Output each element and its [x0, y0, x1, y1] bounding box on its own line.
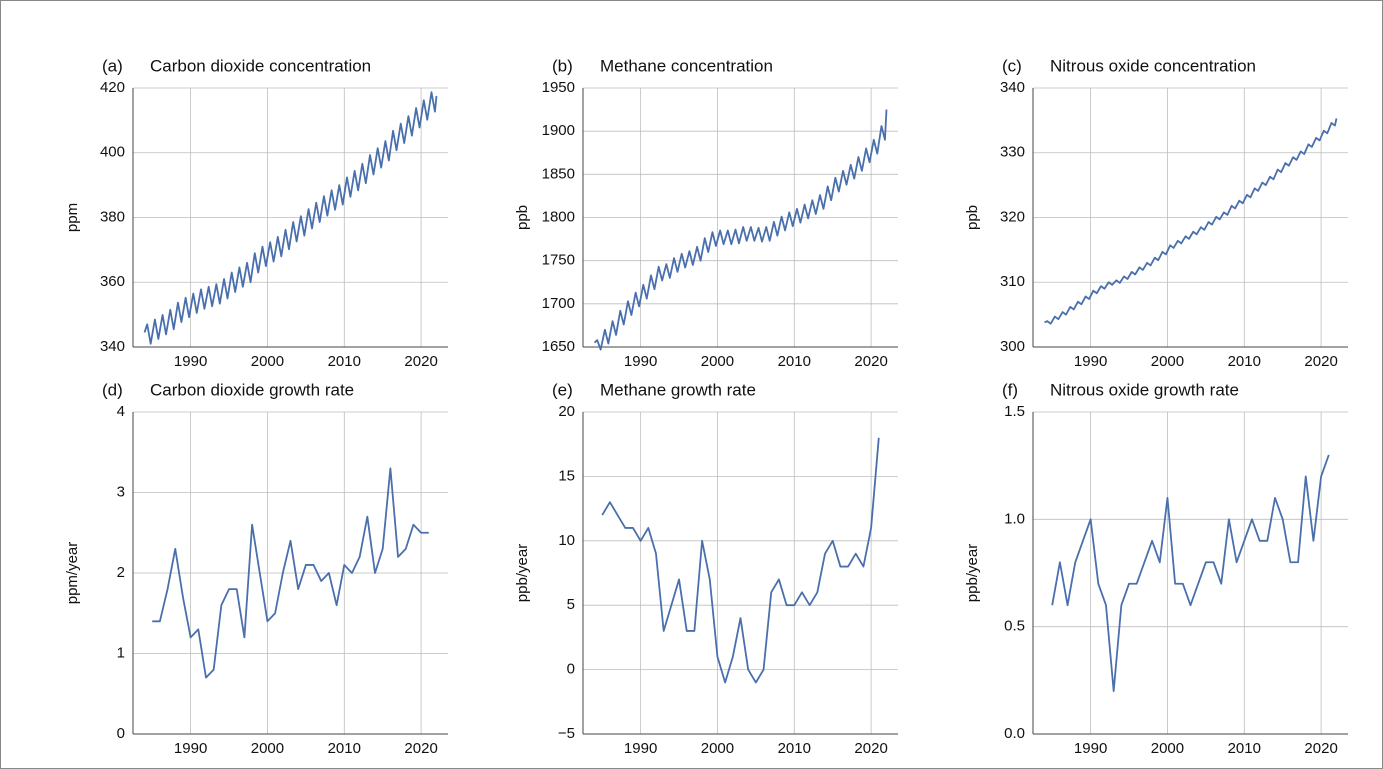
y-tick-label: 1750 — [542, 252, 575, 269]
data-line — [593, 109, 888, 351]
x-tick-label: 1990 — [174, 740, 207, 757]
panel-title: Carbon dioxide concentration — [150, 56, 371, 75]
x-tick-label: 2000 — [701, 740, 734, 757]
data-line — [143, 91, 438, 345]
y-tick-label: 420 — [100, 79, 125, 96]
y-tick-label: 1 — [117, 644, 125, 661]
data-line — [601, 437, 880, 684]
y-tick-label: 0.0 — [1004, 725, 1025, 742]
y-tick-label: 5 — [567, 596, 575, 613]
x-tick-label: 2010 — [1228, 740, 1261, 757]
panel-label: (d) — [102, 380, 123, 399]
y-tick-label: 1650 — [542, 338, 575, 355]
y-tick-label: 1950 — [542, 79, 575, 96]
y-tick-label: 1850 — [542, 165, 575, 182]
x-tick-label: 1990 — [624, 740, 657, 757]
x-tick-label: 1990 — [1074, 740, 1107, 757]
panel-label: (c) — [1002, 56, 1022, 75]
y-tick-label: 3 — [117, 483, 125, 500]
y-tick-label: 1900 — [542, 122, 575, 139]
x-tick-label: 2000 — [251, 353, 284, 370]
data-line — [152, 467, 429, 679]
panel-title: Methane concentration — [600, 56, 773, 75]
x-tick-label: 2020 — [854, 353, 887, 370]
y-tick-label: 300 — [1000, 338, 1025, 355]
y-tick-label: 1800 — [542, 208, 575, 225]
y-tick-label: −5 — [558, 725, 575, 742]
y-axis-label: ppb/year — [514, 544, 531, 602]
x-tick-label: 2010 — [1228, 353, 1261, 370]
y-tick-label: 1700 — [542, 295, 575, 312]
x-tick-label: 2000 — [1151, 353, 1184, 370]
panel: (c) Nitrous oxide concentration ppb 300 310 3… — [964, 56, 1348, 370]
y-tick-label: 0 — [567, 661, 575, 678]
x-tick-label: 2000 — [251, 740, 284, 757]
y-tick-label: 1.5 — [1004, 403, 1025, 420]
x-tick-label: 1990 — [1074, 353, 1107, 370]
panel-label: (f) — [1002, 380, 1018, 399]
y-axis-label: ppb — [964, 205, 981, 230]
y-tick-label: 20 — [558, 403, 575, 420]
y-tick-label: 4 — [117, 403, 125, 420]
y-axis-label: ppm/year — [64, 542, 81, 605]
panel: (d) Carbon dioxide growth rate ppm/year 0 1 2… — [64, 380, 448, 757]
y-tick-label: 360 — [100, 273, 125, 290]
x-tick-label: 2020 — [854, 740, 887, 757]
y-tick-label: 400 — [100, 144, 125, 161]
data-line — [1051, 454, 1330, 692]
y-tick-label: 380 — [100, 208, 125, 225]
x-tick-label: 1990 — [624, 353, 657, 370]
x-tick-label: 2000 — [1151, 740, 1184, 757]
panel: (a) Carbon dioxide concentration ppm 340 360… — [64, 56, 448, 370]
y-tick-label: 0 — [117, 725, 125, 742]
panel-label: (e) — [552, 380, 573, 399]
y-tick-label: 340 — [1000, 79, 1025, 96]
y-tick-label: 1.0 — [1004, 510, 1025, 527]
y-axis-label: ppm — [64, 203, 81, 232]
panel: (b) Methane concentration ppb 1650 1700 1750 1… — [514, 56, 898, 370]
panel: (f) Nitrous oxide growth rate ppb/year 0.0 0… — [964, 380, 1348, 757]
x-tick-label: 2000 — [701, 353, 734, 370]
x-tick-label: 2010 — [328, 740, 361, 757]
panel-title: Carbon dioxide growth rate — [150, 380, 354, 399]
x-tick-label: 2020 — [1304, 740, 1337, 757]
x-tick-label: 2020 — [404, 740, 437, 757]
panel-title: Nitrous oxide growth rate — [1050, 380, 1239, 399]
y-tick-label: 310 — [1000, 273, 1025, 290]
y-tick-label: 2 — [117, 564, 125, 581]
panel-title: Nitrous oxide concentration — [1050, 56, 1256, 75]
x-tick-label: 2020 — [1304, 353, 1337, 370]
panel: (e) Methane growth rate ppb/year −5 0 5 10 15 20… — [514, 380, 898, 757]
x-tick-label: 2010 — [778, 740, 811, 757]
panel-label: (b) — [552, 56, 573, 75]
y-tick-label: 320 — [1000, 208, 1025, 225]
y-tick-label: 340 — [100, 338, 125, 355]
x-tick-label: 1990 — [174, 353, 207, 370]
x-tick-label: 2010 — [328, 353, 361, 370]
y-tick-label: 10 — [558, 532, 575, 549]
y-tick-label: 330 — [1000, 144, 1025, 161]
y-tick-label: 15 — [558, 467, 575, 484]
x-tick-label: 2020 — [404, 353, 437, 370]
x-tick-label: 2010 — [778, 353, 811, 370]
y-tick-label: 0.5 — [1004, 618, 1025, 635]
y-axis-label: ppb/year — [964, 544, 981, 602]
panel-title: Methane growth rate — [600, 380, 756, 399]
panel-label: (a) — [102, 56, 123, 75]
data-line — [1044, 118, 1338, 325]
y-axis-label: ppb — [514, 205, 531, 230]
